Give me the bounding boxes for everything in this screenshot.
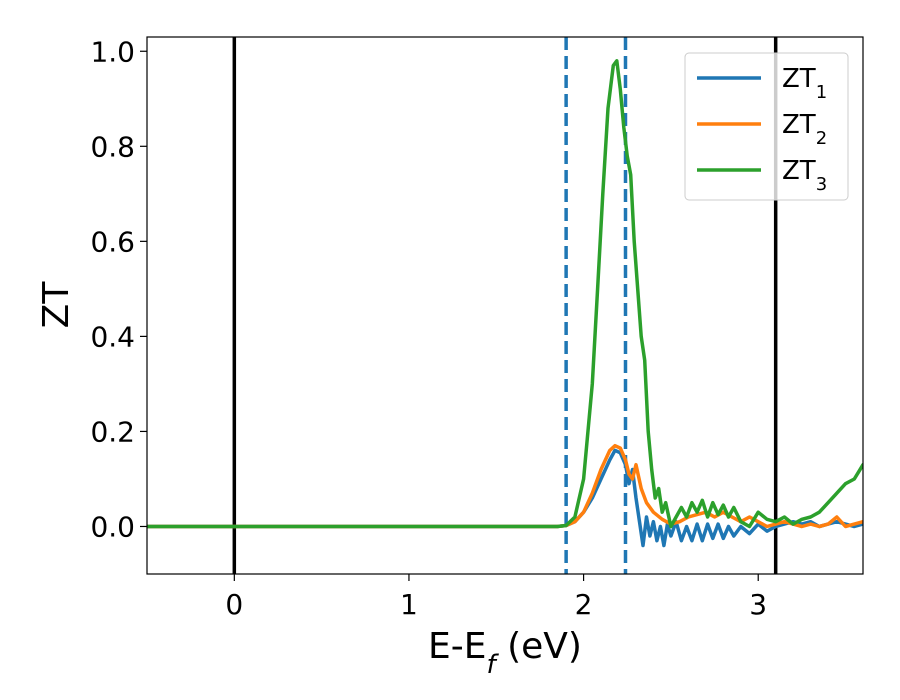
legend-label-2: ZT2 (782, 110, 827, 149)
series-line-3 (147, 59, 863, 529)
y-tick-label: 0.6 (90, 225, 135, 258)
x-tick-label: 0 (225, 588, 243, 621)
x-tick-label: 3 (749, 588, 767, 621)
x-axis-label: E-Ef (eV) (428, 626, 582, 680)
legend-label-3: ZT3 (782, 156, 827, 195)
y-tick-label: 0.8 (90, 130, 135, 163)
y-tick-label: 0.0 (90, 510, 135, 543)
y-tick-label: 0.4 (90, 320, 135, 353)
y-tick-label: 1.0 (90, 35, 135, 68)
plot-frame (146, 36, 864, 575)
legend-label-1: ZT1 (782, 64, 827, 103)
x-tick-label: 2 (575, 588, 593, 621)
x-tick-label: 1 (400, 588, 418, 621)
legend: ZT1 ZT2 ZT3 (684, 52, 849, 201)
y-axis-ticks: 0.0 0.2 0.4 0.6 0.8 1.0 (90, 35, 147, 543)
y-tick-label: 0.2 (90, 415, 135, 448)
y-axis-label: ZT (36, 281, 77, 329)
series-lines (147, 59, 863, 548)
x-axis-ticks: 0 1 2 3 (225, 574, 767, 621)
legend-box (684, 52, 849, 201)
